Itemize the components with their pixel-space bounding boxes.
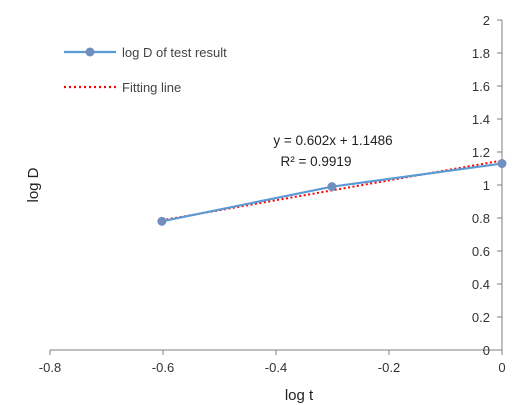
x-tick-label: -0.6	[152, 360, 174, 375]
y-tick-label: 1	[483, 178, 490, 193]
legend-label-fitting: Fitting line	[122, 80, 181, 95]
y-tick-label: 1.6	[472, 79, 490, 94]
series-test-result-point	[157, 216, 167, 226]
y-tick-label: 0.2	[472, 310, 490, 325]
legend: log D of test result Fitting line	[64, 45, 227, 95]
x-tick-label: -0.4	[265, 360, 287, 375]
x-axis-title: log t	[285, 387, 314, 404]
legend-label-test-result: log D of test result	[122, 45, 227, 60]
fit-equation-label: y = 0.602x + 1.1486	[273, 133, 392, 148]
y-tick-label: 0.8	[472, 211, 490, 226]
y-tick-label: 0	[483, 343, 490, 358]
x-tick-label: -0.2	[378, 360, 400, 375]
x-tick-label: 0	[498, 360, 505, 375]
y-axis-title: log D	[25, 167, 42, 202]
legend-marker-test-result	[85, 47, 95, 57]
r-squared-label: R² = 0.9919	[281, 154, 352, 169]
series-test-result-point	[497, 159, 507, 169]
y-axis-ticks: 0 0.2 0.4 0.6 0.8 1 1.2 1.4 1.6 1.8 2	[472, 13, 502, 358]
y-tick-label: 2	[483, 13, 490, 28]
series-test-result-point	[327, 182, 337, 192]
x-tick-label: -0.8	[39, 360, 61, 375]
y-tick-label: 1.4	[472, 112, 490, 127]
y-tick-label: 1.8	[472, 46, 490, 61]
y-tick-label: 0.4	[472, 277, 490, 292]
x-axis-ticks: -0.8 -0.6 -0.4 -0.2 0	[39, 350, 506, 375]
y-tick-label: 0.6	[472, 244, 490, 259]
y-tick-label: 1.2	[472, 145, 490, 160]
series-layer	[157, 159, 507, 226]
